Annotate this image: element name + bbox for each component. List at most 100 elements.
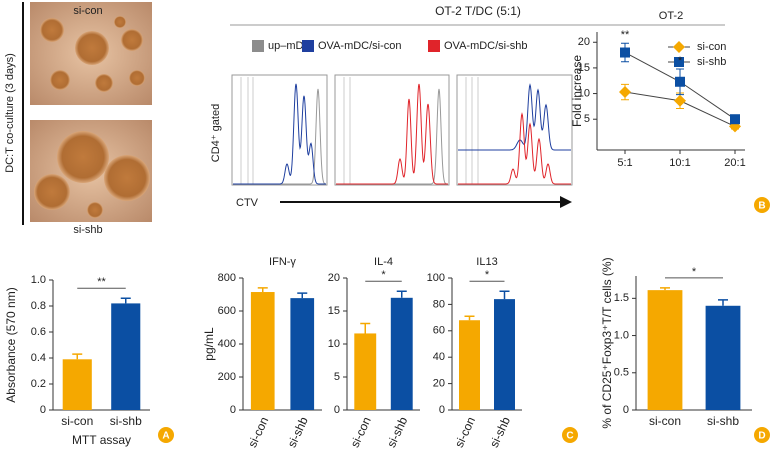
- y-tick-label: 600: [218, 305, 236, 317]
- x-tick-label: si-con: [348, 415, 374, 450]
- y-tick-label: 800: [218, 272, 236, 284]
- panel-badge: [754, 197, 770, 213]
- y-tick-label: 5: [334, 371, 340, 383]
- colonies: [34, 131, 150, 218]
- error-bar: [72, 353, 83, 360]
- y-tick-label: 20: [328, 272, 340, 284]
- y-tick-label: 0: [439, 404, 445, 416]
- y-tick-label: 200: [218, 371, 236, 383]
- y-tick-label: 0: [334, 404, 340, 416]
- error-bar: [660, 287, 670, 291]
- y-axis-label: Absorbance (570 nm): [4, 287, 18, 402]
- legend-label: si-shb: [697, 56, 726, 68]
- y-tick-label: 5: [584, 113, 590, 125]
- error-bar: [257, 287, 268, 293]
- x-tick-label: 10:1: [669, 157, 690, 169]
- x-tick-label: si-con: [61, 414, 93, 428]
- legend-label: si-con: [697, 41, 726, 53]
- bar: [647, 290, 683, 410]
- flow-y-label: CD4⁺ gated: [210, 104, 222, 162]
- legend-marker: [673, 41, 685, 53]
- y-tick-label: 0.2: [31, 378, 46, 390]
- legend-swatch: [302, 40, 314, 52]
- x-tick-label: si-shb: [384, 414, 410, 449]
- flow-x-label: CTV: [236, 197, 259, 209]
- error-bar: [718, 299, 728, 306]
- side-label: DC:T co-culture (3 days): [4, 53, 16, 173]
- x-tick-label: si-con: [649, 414, 681, 428]
- x-axis-label: MTT assay: [72, 433, 131, 447]
- histogram-curve: [458, 112, 571, 185]
- chart-title: IFN-γ: [269, 256, 296, 268]
- y-tick-label: 0: [230, 404, 236, 416]
- histogram-frame: [334, 74, 450, 186]
- histogram-curve: [336, 83, 448, 185]
- significance-label: *: [485, 269, 490, 281]
- y-tick-label: 0.8: [31, 300, 46, 312]
- bar: [390, 297, 413, 410]
- y-tick-label: 0.5: [614, 367, 629, 379]
- marker: [730, 114, 740, 125]
- y-axis-label: pg/mL: [202, 327, 216, 361]
- error-bar: [120, 297, 131, 304]
- x-tick-label: 20:1: [724, 157, 745, 169]
- y-tick-label: 1.0: [614, 329, 629, 341]
- y-tick-label: 80: [433, 298, 445, 310]
- significance-label: **: [621, 29, 630, 41]
- chart-title: OT-2: [659, 10, 683, 22]
- legend-swatch: [428, 40, 440, 52]
- y-tick-label: 0: [623, 404, 629, 416]
- y-axis-label: Fold increase: [570, 55, 584, 127]
- error-bar: [499, 290, 510, 300]
- histogram-frame: [231, 74, 328, 186]
- marker: [619, 86, 631, 99]
- flow-panel: OT-2 T/DC (5:1) up–mDC OVA-mDC/si-con OV…: [210, 4, 725, 209]
- histogram-curve: [233, 83, 326, 185]
- y-tick-label: 0.4: [31, 352, 46, 364]
- bar: [111, 303, 141, 410]
- y-tick-label: 10: [328, 338, 340, 350]
- chart-title: IL13: [476, 256, 497, 268]
- flow-title: OT-2 T/DC (5:1): [435, 4, 521, 18]
- y-tick-label: 400: [218, 338, 236, 350]
- y-tick-label: 40: [433, 351, 445, 363]
- legend-label: OVA-mDC/si-shb: [444, 40, 528, 52]
- x-tick-label: si-shb: [110, 414, 142, 428]
- y-tick-label: 0: [40, 404, 46, 416]
- x-tick-label: si-shb: [285, 414, 311, 449]
- significance-label: **: [97, 276, 106, 288]
- bar: [62, 359, 92, 410]
- y-tick-label: 60: [433, 325, 445, 337]
- panel-label: B: [758, 201, 765, 212]
- panel-label: C: [566, 431, 573, 442]
- chart-title: IL-4: [374, 256, 393, 268]
- panel-label: A: [162, 431, 169, 442]
- y-tick-label: 15: [328, 305, 340, 317]
- legend-swatch: [252, 40, 264, 52]
- legend-label: up–mDC: [268, 40, 311, 52]
- histogram-curve: [233, 88, 327, 185]
- significance-label: *: [678, 55, 683, 67]
- y-tick-label: 15: [578, 62, 590, 74]
- panel-label: D: [758, 431, 765, 442]
- error-bar: [464, 315, 475, 321]
- significance-label: *: [692, 266, 697, 278]
- y-tick-label: 20: [578, 36, 590, 48]
- y-tick-label: 20: [433, 378, 445, 390]
- micrograph-label: si-con: [73, 5, 102, 17]
- x-tick-label: si-shb: [487, 414, 513, 449]
- bar: [354, 333, 377, 410]
- bar: [705, 305, 741, 410]
- marker: [675, 76, 685, 87]
- marker: [674, 94, 686, 107]
- error-bar: [360, 322, 371, 334]
- significance-label: *: [381, 269, 386, 281]
- x-tick-label: si-con: [245, 415, 271, 450]
- y-axis-label: % of CD25⁺Foxp3⁺T/T cells (%): [600, 257, 614, 428]
- micrographs: DC:T co-culture (3 days) si-con si-shb: [4, 2, 152, 236]
- histogram-curve: [336, 88, 448, 185]
- y-tick-label: 1.5: [614, 292, 629, 304]
- marker: [620, 47, 630, 58]
- panel-badge: [158, 427, 174, 443]
- bar: [494, 299, 515, 410]
